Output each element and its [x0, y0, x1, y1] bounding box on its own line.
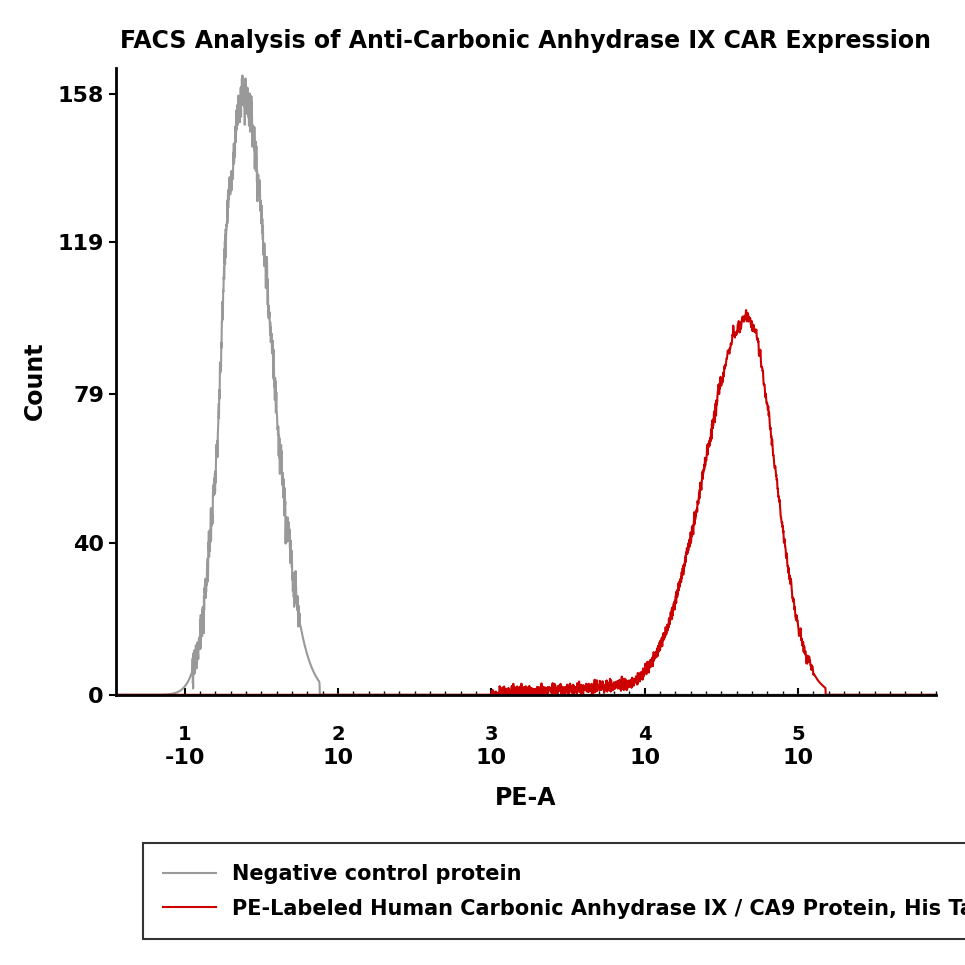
Negative control protein — [731, 689, 743, 701]
Text: 2: 2 — [331, 726, 345, 744]
Negative control protein — [425, 689, 436, 701]
Text: -10: -10 — [165, 748, 205, 768]
Y-axis label: Count: Count — [22, 342, 46, 421]
PE-Labeled Human Carbonic Anhydrase IX / CA9 Protein, His Tag — [650, 651, 662, 663]
PE-Labeled Human Carbonic Anhydrase IX / CA9 Protein, His Tag — [425, 689, 436, 701]
X-axis label: PE-A: PE-A — [495, 786, 557, 811]
Text: 10: 10 — [783, 748, 813, 768]
PE-Labeled Human Carbonic Anhydrase IX / CA9 Protein, His Tag — [796, 634, 808, 646]
PE-Labeled Human Carbonic Anhydrase IX / CA9 Protein, His Tag — [731, 325, 743, 337]
Line: Negative control protein: Negative control protein — [108, 75, 951, 695]
Text: 5: 5 — [791, 726, 805, 744]
Negative control protein — [796, 689, 808, 701]
PE-Labeled Human Carbonic Anhydrase IX / CA9 Protein, His Tag — [946, 689, 957, 701]
Negative control protein — [608, 689, 620, 701]
PE-Labeled Human Carbonic Anhydrase IX / CA9 Protein, His Tag — [608, 679, 620, 691]
Negative control protein — [256, 211, 267, 223]
Text: 10: 10 — [629, 748, 660, 768]
Legend: Negative control protein, PE-Labeled Human Carbonic Anhydrase IX / CA9 Protein, : Negative control protein, PE-Labeled Hum… — [143, 843, 965, 940]
Text: 10: 10 — [322, 748, 354, 768]
Negative control protein — [651, 689, 663, 701]
Title: FACS Analysis of Anti-Carbonic Anhydrase IX CAR Expression: FACS Analysis of Anti-Carbonic Anhydrase… — [121, 29, 931, 53]
PE-Labeled Human Carbonic Anhydrase IX / CA9 Protein, His Tag — [256, 689, 267, 701]
Line: PE-Labeled Human Carbonic Anhydrase IX / CA9 Protein, His Tag: PE-Labeled Human Carbonic Anhydrase IX /… — [108, 310, 951, 695]
Text: 1: 1 — [178, 726, 192, 744]
Negative control protein — [102, 689, 114, 701]
PE-Labeled Human Carbonic Anhydrase IX / CA9 Protein, His Tag — [740, 304, 752, 316]
Negative control protein — [946, 689, 957, 701]
Negative control protein — [236, 69, 248, 81]
Text: 4: 4 — [638, 726, 651, 744]
PE-Labeled Human Carbonic Anhydrase IX / CA9 Protein, His Tag — [102, 689, 114, 701]
Text: 10: 10 — [476, 748, 507, 768]
Text: 3: 3 — [484, 726, 498, 744]
